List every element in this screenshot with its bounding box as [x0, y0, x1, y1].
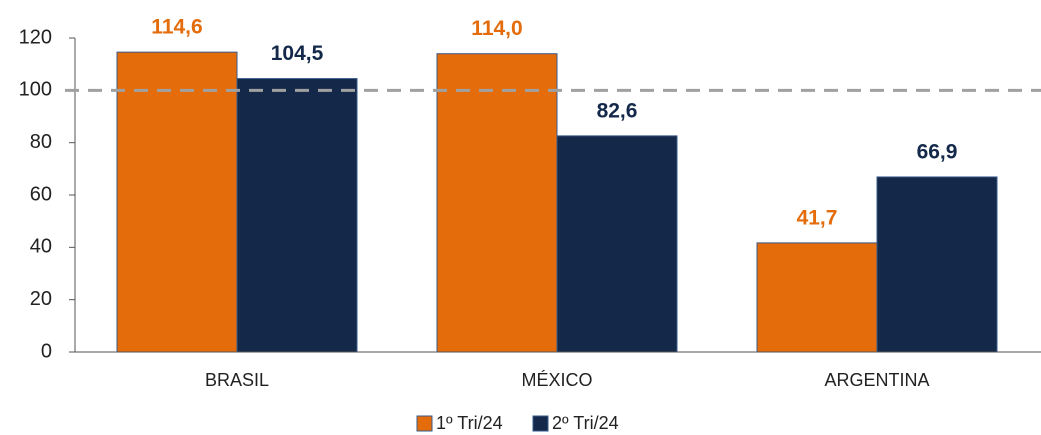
value-label: 82,6 — [597, 99, 638, 122]
bar — [556, 135, 678, 353]
y-tick-label: 100 — [19, 79, 52, 101]
y-tick-label: 120 — [19, 26, 52, 48]
value-label: 114,0 — [471, 17, 522, 40]
value-label: 114,6 — [151, 16, 202, 39]
x-tick-label: BRASIL — [205, 370, 269, 390]
legend-label: 2º Tri/24 — [552, 413, 619, 433]
value-label: 104,5 — [271, 42, 324, 65]
y-tick-label: 0 — [41, 340, 52, 362]
bar — [236, 78, 358, 353]
y-tick-label: 40 — [30, 236, 52, 258]
x-tick-label: ARGENTINA — [824, 370, 929, 390]
value-label: 66,9 — [917, 140, 958, 163]
bar — [436, 53, 558, 353]
bar — [116, 51, 238, 353]
y-tick-label: 80 — [30, 131, 52, 153]
legend-label: 1º Tri/24 — [436, 413, 503, 433]
bar — [876, 176, 998, 353]
y-tick-label: 20 — [30, 288, 52, 310]
bar — [756, 242, 878, 353]
legend-swatch — [532, 415, 549, 432]
value-label: 41,7 — [797, 206, 838, 229]
x-tick-label: MÉXICO — [521, 370, 592, 390]
legend-swatch — [416, 415, 433, 432]
y-tick-label: 60 — [30, 183, 52, 205]
